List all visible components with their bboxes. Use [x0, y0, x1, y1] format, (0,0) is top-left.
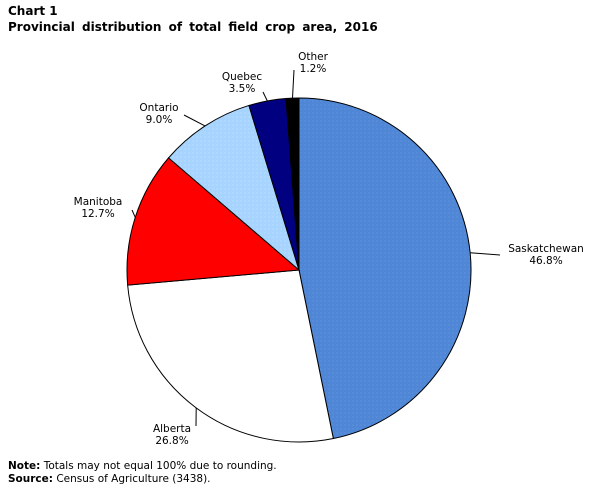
slice-value-manitoba: 12.7% [81, 208, 114, 220]
slice-label-quebec: Quebec [222, 71, 263, 83]
slice-label-alberta: Alberta [153, 423, 191, 435]
slice-label-manitoba: Manitoba [74, 196, 123, 208]
chart-title: Provincial distribution of total field c… [8, 20, 378, 34]
note-line: Note: Totals may not equal 100% due to r… [8, 460, 277, 473]
leader-line-manitoba [131, 209, 136, 218]
slice-value-ontario: 9.0% [146, 114, 173, 126]
chart-label: Chart 1 [8, 4, 58, 18]
slice-label-other: Other [298, 51, 328, 63]
chart-header: Chart 1 Provincial distribution of total… [8, 3, 378, 35]
leader-line-ontario [183, 114, 206, 127]
leader-line-saskatchewan [470, 252, 501, 256]
leader-line-other [292, 69, 295, 99]
pie-slice-ontario [167, 104, 300, 272]
source-text: Census of Agriculture (3438). [56, 473, 211, 485]
pie-slice-saskatchewan [298, 97, 472, 440]
slice-value-alberta: 26.8% [155, 435, 188, 447]
pie-slice-other [285, 97, 300, 271]
slice-label-saskatchewan: Saskatchewan [508, 243, 584, 255]
note-text: Totals may not equal 100% due to roundin… [43, 460, 277, 472]
note-label: Note: [8, 460, 41, 472]
chart-footer: Note: Totals may not equal 100% due to r… [8, 460, 277, 486]
source-label: Source: [8, 473, 53, 485]
slice-label-ontario: Ontario [139, 102, 178, 114]
pie-slice-alberta [127, 269, 334, 443]
source-line: Source: Census of Agriculture (3438). [8, 473, 277, 486]
slice-value-quebec: 3.5% [229, 83, 256, 95]
leader-line-quebec [262, 91, 268, 102]
slice-value-other: 1.2% [300, 63, 327, 75]
slice-value-saskatchewan: 46.8% [529, 255, 562, 267]
